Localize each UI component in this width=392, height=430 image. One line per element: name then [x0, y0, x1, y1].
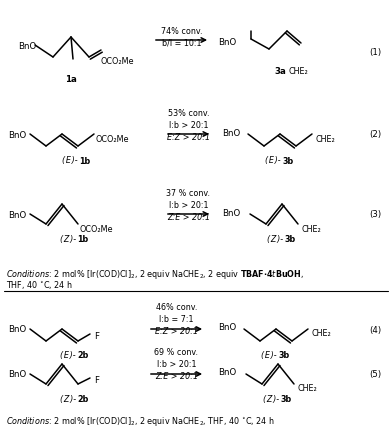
Text: THF, 40 $^{\circ}$C, 24 h: THF, 40 $^{\circ}$C, 24 h	[6, 278, 73, 290]
Text: BnO: BnO	[218, 323, 236, 332]
Text: (3): (3)	[369, 210, 381, 219]
Text: BnO: BnO	[8, 210, 26, 219]
Text: 2b: 2b	[77, 395, 89, 404]
Text: BnO: BnO	[222, 128, 240, 137]
Text: ( E )-: ( E )-	[261, 351, 277, 359]
Text: l:b > 20:1: l:b > 20:1	[169, 120, 208, 129]
Text: (5): (5)	[369, 370, 381, 379]
Text: F: F	[94, 332, 99, 341]
Text: ( Z )-: ( Z )-	[267, 235, 283, 244]
Text: E:Z > 20:1: E:Z > 20:1	[155, 327, 198, 336]
Text: 3b: 3b	[280, 395, 292, 404]
Text: BnO: BnO	[222, 208, 240, 217]
Text: BnO: BnO	[218, 37, 236, 46]
Text: CHE₂: CHE₂	[312, 329, 332, 338]
Text: 3b: 3b	[284, 235, 296, 244]
Text: 1b: 1b	[77, 235, 89, 244]
Text: l:b = 7:1: l:b = 7:1	[159, 315, 194, 324]
Text: CHE₂: CHE₂	[302, 224, 322, 233]
Text: (1): (1)	[369, 49, 381, 57]
Text: $\it{Conditions}$: 2 mol% [Ir(COD)Cl]$_2$, 2 equiv NaCHE$_2$, THF, 40 $^{\circ}$: $\it{Conditions}$: 2 mol% [Ir(COD)Cl]$_2…	[6, 414, 275, 427]
Text: 1a: 1a	[65, 75, 77, 84]
Text: 37 % conv.: 37 % conv.	[167, 188, 211, 197]
Text: l:b > 20:1: l:b > 20:1	[157, 359, 196, 369]
Text: OCO₂Me: OCO₂Me	[80, 224, 114, 233]
Text: ( E )-: ( E )-	[265, 156, 281, 165]
Text: 46% conv.: 46% conv.	[156, 303, 197, 312]
Text: (2): (2)	[369, 130, 381, 139]
Text: (4): (4)	[369, 325, 381, 334]
Text: 3a: 3a	[274, 68, 286, 76]
Text: BnO: BnO	[8, 370, 26, 379]
Text: BnO: BnO	[8, 130, 26, 139]
Text: Z:E > 20:1: Z:E > 20:1	[155, 372, 198, 381]
Text: 1b: 1b	[79, 156, 91, 165]
Text: OCO₂Me: OCO₂Me	[101, 57, 134, 66]
Text: F: F	[94, 376, 99, 384]
Text: ( E )-: ( E )-	[60, 351, 76, 359]
Text: E:Z > 20:1: E:Z > 20:1	[167, 132, 210, 141]
Text: BnO: BnO	[18, 41, 36, 50]
Text: 74% conv.: 74% conv.	[161, 26, 202, 35]
Text: $\it{Conditions}$: 2 mol% [Ir(COD)Cl]$_2$, 2 equiv NaCHE$_2$, 2 equiv $\mathbf{T: $\it{Conditions}$: 2 mol% [Ir(COD)Cl]$_2…	[6, 267, 304, 280]
Text: ( Z )-: ( Z )-	[60, 235, 76, 244]
Text: 3b: 3b	[278, 351, 290, 359]
Text: ( Z )-: ( Z )-	[60, 395, 76, 404]
Text: ( E )-: ( E )-	[62, 156, 78, 165]
Text: b/l = 10:1: b/l = 10:1	[162, 38, 201, 47]
Text: BnO: BnO	[218, 368, 236, 377]
Text: 53% conv.: 53% conv.	[168, 108, 209, 117]
Text: BnO: BnO	[8, 325, 26, 334]
Text: 3b: 3b	[282, 156, 294, 165]
Text: CHE₂: CHE₂	[289, 68, 309, 76]
Text: CHE₂: CHE₂	[298, 384, 318, 393]
Text: 2b: 2b	[77, 351, 89, 359]
Text: ( Z )-: ( Z )-	[263, 395, 279, 404]
Text: 69 % conv.: 69 % conv.	[154, 348, 198, 356]
Text: CHE₂: CHE₂	[316, 134, 336, 143]
Text: l:b > 20:1: l:b > 20:1	[169, 200, 208, 209]
Text: Z:E > 20:1: Z:E > 20:1	[167, 212, 210, 221]
Text: OCO₂Me: OCO₂Me	[96, 134, 129, 143]
